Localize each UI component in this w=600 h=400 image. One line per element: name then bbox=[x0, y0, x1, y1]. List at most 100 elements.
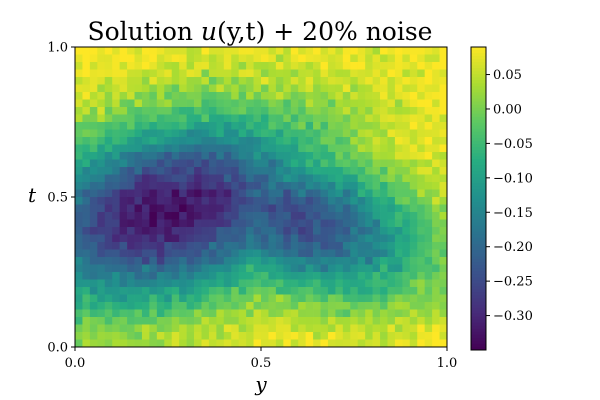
heatmap-cell bbox=[231, 272, 240, 280]
heatmap-cell bbox=[82, 294, 91, 303]
colorbar-tick-label: 0.05 bbox=[493, 68, 522, 83]
heatmap-cell bbox=[149, 212, 158, 220]
heatmap-cell bbox=[216, 242, 225, 250]
heatmap-cell bbox=[327, 99, 336, 108]
heatmap-cell bbox=[246, 242, 254, 250]
colorbar-segment bbox=[471, 104, 486, 108]
heatmap-cell bbox=[432, 287, 440, 295]
heatmap-cell bbox=[305, 84, 314, 93]
heatmap-cell bbox=[223, 204, 232, 213]
heatmap-cell bbox=[119, 152, 128, 160]
heatmap-cell bbox=[119, 317, 128, 325]
colorbar-segment bbox=[471, 301, 486, 305]
heatmap-cell bbox=[97, 212, 106, 220]
heatmap-cell bbox=[223, 287, 232, 295]
heatmap-cell bbox=[380, 309, 388, 318]
heatmap-cell bbox=[290, 137, 299, 145]
heatmap-cell bbox=[156, 107, 165, 115]
heatmap-cell bbox=[201, 122, 210, 130]
heatmap-cell bbox=[350, 167, 359, 175]
heatmap-cell bbox=[164, 309, 173, 318]
heatmap-cell bbox=[75, 69, 83, 78]
heatmap-cell bbox=[402, 107, 411, 115]
heatmap-cell bbox=[186, 159, 195, 168]
heatmap-cell bbox=[327, 264, 336, 273]
heatmap-cell bbox=[134, 84, 143, 93]
heatmap-cell bbox=[268, 129, 277, 138]
heatmap-cell bbox=[327, 257, 336, 265]
heatmap-cell bbox=[380, 324, 388, 333]
heatmap-cell bbox=[201, 62, 210, 70]
heatmap-cell bbox=[305, 249, 314, 258]
heatmap-cell bbox=[417, 129, 426, 138]
colorbar-segment bbox=[471, 334, 486, 339]
heatmap-cell bbox=[156, 122, 165, 130]
heatmap-cell bbox=[290, 287, 299, 295]
heatmap-cell bbox=[75, 317, 83, 325]
heatmap-cell bbox=[246, 317, 254, 325]
heatmap-cell bbox=[372, 167, 381, 175]
heatmap-cell bbox=[275, 339, 284, 348]
heatmap-cell bbox=[253, 77, 262, 85]
heatmap-cell bbox=[186, 339, 195, 348]
heatmap-cell bbox=[82, 107, 91, 115]
heatmap-cell bbox=[231, 182, 240, 190]
heatmap-cell bbox=[298, 317, 306, 325]
heatmap-cell bbox=[365, 137, 373, 145]
heatmap-cell bbox=[119, 122, 128, 130]
heatmap-cell bbox=[179, 107, 187, 115]
heatmap-cell bbox=[149, 182, 158, 190]
heatmap-cell bbox=[141, 287, 150, 295]
heatmap-cell bbox=[186, 189, 195, 198]
heatmap-cell bbox=[216, 107, 225, 115]
heatmap-cell bbox=[305, 152, 314, 160]
heatmap-cell bbox=[194, 182, 202, 190]
colorbar-segment bbox=[471, 180, 486, 184]
heatmap-cell bbox=[149, 339, 158, 348]
heatmap-cell bbox=[156, 54, 165, 63]
heatmap-cell bbox=[298, 272, 306, 280]
heatmap-cell bbox=[261, 332, 269, 340]
heatmap-cell bbox=[194, 242, 202, 250]
heatmap-cell bbox=[75, 92, 83, 100]
heatmap-cell bbox=[194, 99, 202, 108]
heatmap-cell bbox=[417, 114, 426, 123]
heatmap-cell bbox=[216, 144, 225, 153]
heatmap-cell bbox=[424, 339, 433, 348]
heatmap-cell bbox=[149, 99, 158, 108]
heatmap-cell bbox=[97, 54, 106, 63]
heatmap-cell bbox=[186, 182, 195, 190]
heatmap-cell bbox=[194, 272, 202, 280]
heatmap-cell bbox=[432, 234, 440, 243]
heatmap-cell bbox=[409, 114, 418, 123]
heatmap-cell bbox=[424, 294, 433, 303]
heatmap-cell bbox=[261, 339, 269, 348]
heatmap-cell bbox=[394, 69, 403, 78]
heatmap-cell bbox=[417, 234, 426, 243]
heatmap-cell bbox=[327, 182, 336, 190]
heatmap-cell bbox=[335, 324, 344, 333]
heatmap-cell bbox=[387, 324, 396, 333]
heatmap-cell bbox=[231, 332, 240, 340]
heatmap-cell bbox=[298, 197, 306, 205]
heatmap-cell bbox=[127, 264, 135, 273]
heatmap-cell bbox=[439, 287, 448, 295]
heatmap-cell bbox=[253, 99, 262, 108]
heatmap-cell bbox=[283, 62, 292, 70]
heatmap-cell bbox=[424, 212, 433, 220]
heatmap-cell bbox=[439, 152, 448, 160]
heatmap-cell bbox=[268, 167, 277, 175]
heatmap-cell bbox=[119, 279, 128, 288]
heatmap-cell bbox=[149, 309, 158, 318]
heatmap-cell bbox=[216, 294, 225, 303]
heatmap-cell bbox=[357, 174, 366, 183]
heatmap-cell bbox=[394, 317, 403, 325]
heatmap-cell bbox=[238, 257, 247, 265]
heatmap-cell bbox=[305, 309, 314, 318]
colorbar-segment bbox=[471, 231, 486, 236]
colorbar-segment bbox=[471, 346, 486, 351]
heatmap-cell bbox=[194, 152, 202, 160]
heatmap-cell bbox=[171, 152, 180, 160]
heatmap-cell bbox=[327, 144, 336, 153]
heatmap-cell bbox=[380, 84, 388, 93]
